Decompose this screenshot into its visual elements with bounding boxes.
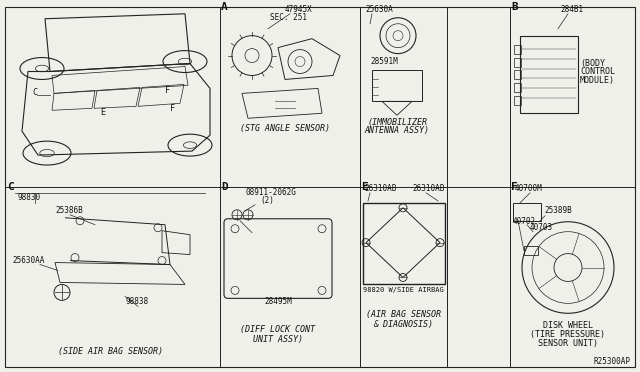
Text: UNIT ASSY): UNIT ASSY) <box>253 335 303 344</box>
Bar <box>513 203 541 221</box>
Bar <box>363 203 445 285</box>
Text: MODULE): MODULE) <box>580 76 615 86</box>
Text: (SIDE AIR BAG SENSOR): (SIDE AIR BAG SENSOR) <box>58 347 163 356</box>
Text: F: F <box>165 86 170 95</box>
Text: R25300AP: R25300AP <box>593 357 630 366</box>
Text: 284B1: 284B1 <box>560 5 583 14</box>
Bar <box>524 246 538 254</box>
Text: SENSOR UNIT): SENSOR UNIT) <box>538 339 598 348</box>
Text: CONTROL: CONTROL <box>580 67 615 77</box>
Text: E: E <box>361 182 368 192</box>
Text: 98830: 98830 <box>18 193 41 202</box>
Text: 98820 W/SIDE AIRBAG: 98820 W/SIDE AIRBAG <box>363 288 444 294</box>
Text: (BODY: (BODY <box>580 58 605 68</box>
Text: DISK WHEEL: DISK WHEEL <box>543 321 593 330</box>
Bar <box>514 96 521 105</box>
Text: (AIR BAG SENSOR: (AIR BAG SENSOR <box>365 310 440 319</box>
Text: 25386B: 25386B <box>55 206 83 215</box>
Text: (DIFF LOCK CONT: (DIFF LOCK CONT <box>241 325 316 334</box>
Bar <box>520 36 578 113</box>
Bar <box>514 71 521 80</box>
Text: 25630A: 25630A <box>365 5 393 14</box>
Text: C: C <box>7 182 13 192</box>
Text: (IMMOBILIZER: (IMMOBILIZER <box>367 118 427 127</box>
Text: 25630AA: 25630AA <box>12 256 44 264</box>
Text: & DIAGNOSIS): & DIAGNOSIS) <box>373 320 433 329</box>
Text: ANTENNA ASSY): ANTENNA ASSY) <box>365 126 429 135</box>
Text: (STG ANGLE SENSOR): (STG ANGLE SENSOR) <box>240 124 330 133</box>
Text: (2): (2) <box>260 196 274 205</box>
Bar <box>514 58 521 67</box>
Text: 28591M: 28591M <box>370 57 397 65</box>
Text: D: D <box>221 182 228 192</box>
Text: 47945X: 47945X <box>285 5 313 14</box>
Text: B: B <box>511 2 518 12</box>
Text: 98838: 98838 <box>125 297 148 306</box>
Text: 40700M: 40700M <box>515 184 543 193</box>
Text: E: E <box>100 108 105 117</box>
Text: 40702: 40702 <box>513 217 536 226</box>
Text: F: F <box>511 182 518 192</box>
Text: A: A <box>221 2 228 12</box>
Bar <box>372 70 422 101</box>
Text: 28495M: 28495M <box>264 297 292 306</box>
Bar <box>514 45 521 54</box>
Text: 26310AB: 26310AB <box>364 184 396 193</box>
Text: 25389B: 25389B <box>544 206 572 215</box>
Text: SEC. 251: SEC. 251 <box>270 13 307 22</box>
Text: 40703: 40703 <box>530 223 553 232</box>
Bar <box>514 83 521 92</box>
Text: C: C <box>32 89 37 97</box>
Text: F: F <box>170 104 175 113</box>
Text: 08911-2062G: 08911-2062G <box>245 188 296 197</box>
Text: 26310AB: 26310AB <box>412 184 444 193</box>
Text: (TIRE PRESSURE): (TIRE PRESSURE) <box>531 330 605 339</box>
